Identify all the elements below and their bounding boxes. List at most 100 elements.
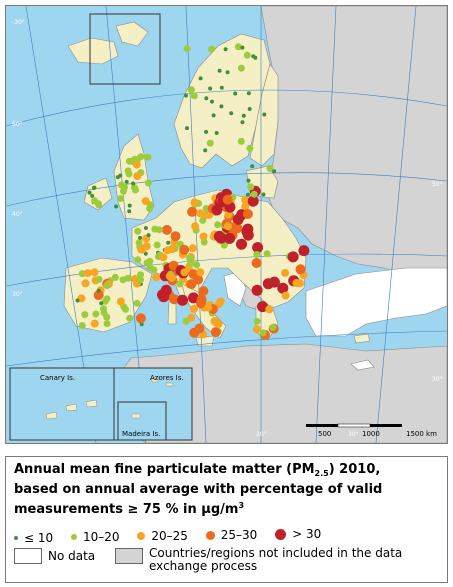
- station-marker: [122, 305, 129, 313]
- station-marker: [262, 112, 267, 117]
- station-marker: [179, 244, 190, 255]
- station-marker: [196, 298, 206, 309]
- station-marker: [146, 263, 154, 271]
- station-marker: [91, 197, 99, 205]
- station-marker: [214, 131, 219, 135]
- station-marker: [138, 245, 147, 254]
- station-marker: [265, 305, 274, 314]
- station-marker: [146, 205, 154, 212]
- station-marker: [99, 301, 104, 306]
- station-marker: [246, 91, 251, 96]
- station-marker: [114, 204, 119, 209]
- legend-dot-2: [70, 533, 77, 540]
- station-marker: [281, 268, 290, 277]
- graticule: [6, 6, 447, 443]
- station-marker: [159, 253, 168, 262]
- madeira-label: Madeira Is.: [122, 430, 160, 438]
- station-marker: [199, 232, 208, 241]
- station-marker: [83, 269, 92, 278]
- station-marker: [116, 297, 125, 306]
- legend-not-included: Countries/regions not included in the da…: [115, 547, 402, 573]
- station-marker: [266, 164, 274, 172]
- station-marker: [196, 209, 205, 218]
- station-marker: [103, 320, 111, 328]
- station-marker: [253, 317, 261, 325]
- station-marker: [198, 286, 209, 297]
- station-marker: [126, 314, 134, 322]
- station-marker: [263, 250, 271, 258]
- station-marker: [193, 261, 201, 269]
- legend-no-data: No data: [14, 548, 95, 564]
- station-marker: [187, 257, 195, 265]
- station-marker: [134, 256, 142, 264]
- station-marker: [257, 301, 268, 313]
- legend-class-1: ≤ 10: [14, 531, 53, 545]
- station-marker: [141, 197, 150, 206]
- station-marker: [206, 139, 214, 147]
- station-marker: [241, 226, 253, 237]
- station-marker: [170, 231, 181, 242]
- station-marker: [292, 279, 301, 287]
- station-marker: [125, 170, 133, 178]
- station-marker: [251, 258, 262, 268]
- lat-label: 40°: [12, 211, 23, 218]
- station-marker: [188, 269, 199, 280]
- station-marker: [247, 183, 255, 191]
- station-marker: [251, 54, 256, 59]
- station-marker: [219, 85, 224, 90]
- inset-islands: [45, 377, 174, 420]
- station-marker: [103, 282, 111, 289]
- station-marker: [287, 251, 299, 263]
- station-marker: [183, 45, 191, 53]
- station-marker: [133, 299, 141, 307]
- station-marker: [138, 235, 143, 240]
- station-marker: [182, 317, 190, 325]
- europe-map: Canary Is. Azores Is. Madeira Is. -30° 4…: [6, 6, 447, 443]
- station-marker: [135, 313, 146, 324]
- legend-class-5: > 30: [275, 527, 321, 541]
- station-marker: [90, 268, 99, 277]
- station-marker: [95, 275, 103, 283]
- svalbard-inset: [89, 13, 161, 85]
- station-marker: [120, 187, 127, 195]
- station-marker: [131, 181, 136, 186]
- station-marker: [204, 303, 213, 312]
- station-marker: [101, 297, 109, 305]
- station-marker: [252, 242, 264, 253]
- legend-land-classes: No data Countries/regions not included i…: [14, 547, 416, 573]
- station-marker: [137, 276, 144, 284]
- station-marker: [215, 232, 227, 244]
- legend-classes: ≤ 10 10–20 20–25 25–30 > 30: [14, 527, 335, 545]
- station-marker: [219, 104, 224, 109]
- station-marker: [251, 284, 263, 296]
- station-marker: [247, 195, 259, 207]
- station-marker: [78, 322, 86, 329]
- station-marker: [246, 178, 251, 183]
- station-marker: [190, 198, 199, 207]
- station-marker: [281, 291, 290, 300]
- station-marker: [234, 43, 242, 51]
- station-marker: [269, 323, 277, 331]
- station-marker: [166, 240, 171, 245]
- legend-title: Annual mean fine particulate matter (PM2…: [14, 462, 383, 517]
- station-marker: [295, 264, 306, 275]
- no-data-swatch: [14, 548, 42, 564]
- station-marker: [143, 226, 148, 230]
- station-marker: [208, 45, 216, 53]
- lon-label: 20°: [256, 431, 267, 438]
- station-marker: [223, 222, 232, 231]
- scale-bar: 500 1000 1500 km: [306, 423, 437, 438]
- station-marker: [90, 319, 99, 328]
- station-marker: [124, 274, 132, 282]
- station-marker: [131, 275, 139, 283]
- station-marker: [298, 245, 310, 257]
- scale-tick: 1500 km: [406, 430, 437, 438]
- station-marker: [250, 164, 255, 169]
- lat-label: 50°: [432, 181, 443, 188]
- station-marker: [241, 113, 246, 118]
- station-marker: [91, 186, 96, 190]
- station-marker: [190, 92, 198, 100]
- station-marker: [146, 233, 151, 238]
- scale-tick: 1000: [362, 430, 380, 438]
- station-marker: [211, 204, 223, 216]
